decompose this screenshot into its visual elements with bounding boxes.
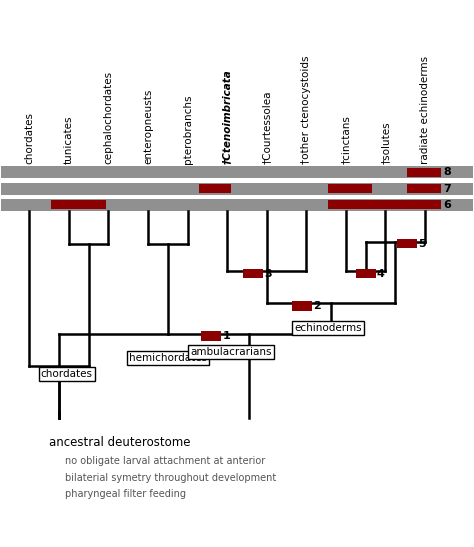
Text: no obligate larval attachment at anterior: no obligate larval attachment at anterio…: [65, 456, 265, 466]
Text: pharyngeal filter feeding: pharyngeal filter feeding: [65, 489, 186, 499]
Text: bilaterial symetry throughout development: bilaterial symetry throughout developmen…: [65, 473, 276, 482]
Bar: [1, 183, 473, 195]
Text: ancestral deuterostome: ancestral deuterostome: [49, 436, 191, 449]
Bar: [201, 331, 221, 341]
Text: chordates: chordates: [41, 369, 93, 379]
Text: 2: 2: [313, 301, 321, 311]
Text: †Courtessolea: †Courtessolea: [262, 90, 272, 164]
Text: pterobranchs: pterobranchs: [182, 94, 192, 164]
Text: echinoderms: echinoderms: [294, 323, 362, 333]
Bar: [292, 301, 312, 311]
Text: hemichordates: hemichordates: [128, 353, 207, 363]
Text: 4: 4: [377, 269, 385, 278]
Bar: [1, 166, 473, 178]
Text: †other ctenocystoids: †other ctenocystoids: [301, 55, 311, 164]
Bar: [200, 184, 231, 193]
Text: 6: 6: [443, 200, 451, 210]
Text: chordates: chordates: [24, 112, 34, 164]
Text: †cinctans: †cinctans: [341, 115, 351, 164]
Text: 7: 7: [443, 184, 451, 194]
Text: 3: 3: [264, 269, 272, 278]
Bar: [51, 200, 106, 210]
Bar: [1, 199, 473, 211]
Text: enteropneusts: enteropneusts: [143, 88, 153, 164]
Text: radiate echinoderms: radiate echinoderms: [420, 55, 430, 164]
Text: 8: 8: [443, 167, 451, 177]
Text: †solutes: †solutes: [381, 121, 391, 164]
Text: †Ctenoimbricata: †Ctenoimbricata: [222, 69, 232, 164]
Bar: [356, 269, 375, 278]
Text: 1: 1: [222, 331, 230, 341]
Bar: [407, 184, 441, 193]
Bar: [397, 238, 417, 248]
Text: cephalochordates: cephalochordates: [103, 71, 113, 164]
Bar: [407, 168, 441, 177]
Text: 5: 5: [419, 238, 426, 248]
Text: tunicates: tunicates: [64, 115, 73, 164]
Bar: [243, 269, 263, 278]
Bar: [328, 184, 372, 193]
Bar: [328, 200, 441, 210]
Text: ambulacrarians: ambulacrarians: [190, 347, 272, 357]
